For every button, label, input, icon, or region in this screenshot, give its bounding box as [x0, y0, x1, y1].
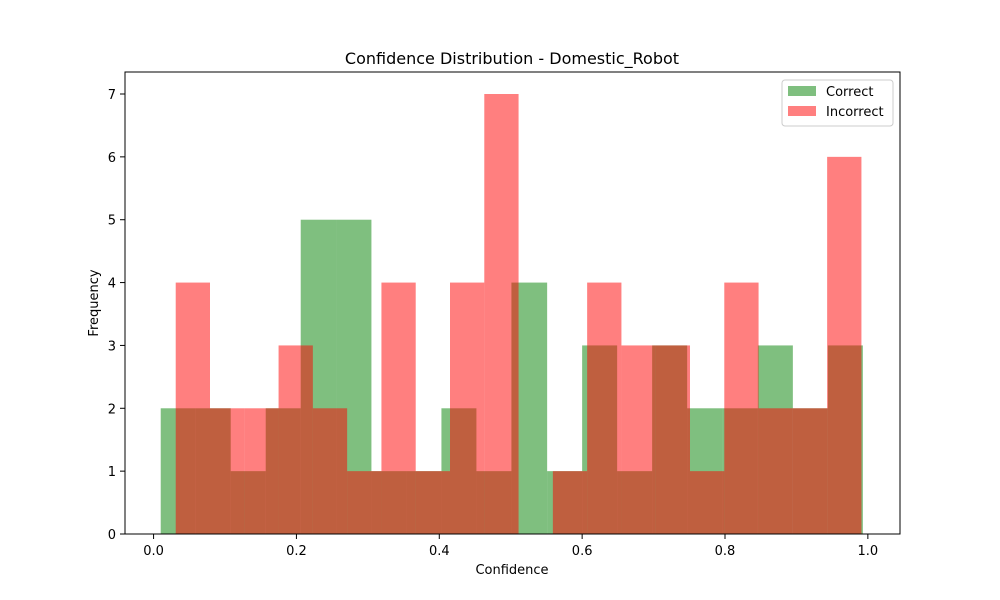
y-tick-label: 0	[108, 528, 116, 543]
legend-swatch-incorrect	[788, 106, 816, 116]
chart-title: Confidence Distribution - Domestic_Robot	[345, 49, 679, 69]
bars-layer	[160, 94, 863, 534]
bar-incorrect-5	[347, 471, 382, 534]
x-tick-label: 0.4	[429, 544, 450, 559]
bar-incorrect-13	[621, 345, 656, 534]
x-axis: 0.0 0.2 0.4 0.6 0.8 1.0	[143, 534, 878, 559]
y-tick-label: 1	[108, 465, 116, 480]
bar-incorrect-3	[278, 345, 313, 534]
x-tick-label: 0.6	[572, 544, 593, 559]
y-tick-label: 3	[108, 339, 116, 354]
bar-incorrect-16	[724, 282, 759, 534]
y-axis: 0 1 2 3 4 5 6 7	[108, 88, 125, 543]
y-tick-label: 2	[108, 402, 116, 417]
bar-incorrect-11	[552, 471, 588, 534]
bar-incorrect-15	[690, 471, 725, 534]
legend-swatch-correct	[788, 86, 816, 96]
x-tick-label: 0.2	[286, 544, 307, 559]
x-tick-label: 0.0	[143, 544, 164, 559]
bar-incorrect-14	[655, 345, 690, 534]
y-tick-label: 6	[108, 151, 116, 166]
bar-incorrect-18	[792, 408, 828, 534]
y-axis-label: Frequency	[87, 269, 102, 336]
bar-incorrect-1	[210, 408, 245, 534]
legend-label-incorrect: Incorrect	[826, 105, 884, 120]
bar-incorrect-2	[244, 408, 279, 534]
bar-incorrect-9	[484, 94, 519, 534]
plot-frame	[124, 71, 901, 535]
y-tick-label: 5	[108, 214, 116, 229]
bar-incorrect-12	[587, 282, 622, 534]
bar-incorrect-6	[381, 282, 416, 534]
bar-incorrect-17	[758, 408, 793, 534]
bar-incorrect-19	[827, 156, 862, 534]
x-tick-label: 1.0	[858, 544, 879, 559]
x-tick-label: 0.8	[715, 544, 736, 559]
x-axis-label: Confidence	[475, 563, 548, 578]
legend-label-correct: Correct	[826, 85, 873, 100]
legend: Correct Incorrect	[781, 79, 894, 127]
bar-incorrect-0	[175, 282, 210, 534]
bar-incorrect-7	[415, 471, 450, 534]
bar-incorrect-8	[450, 282, 485, 534]
y-tick-label: 7	[108, 88, 116, 103]
y-tick-label: 4	[108, 277, 116, 292]
bar-incorrect-4	[312, 408, 348, 534]
